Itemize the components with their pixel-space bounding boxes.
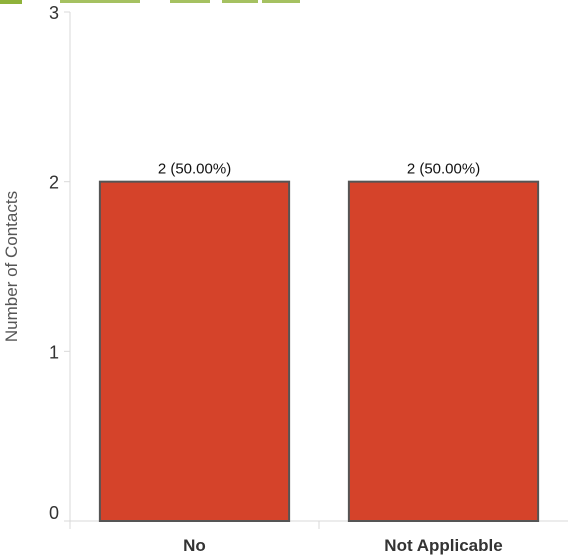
x-category-label: No xyxy=(183,536,206,555)
bar-no[interactable] xyxy=(98,180,291,523)
title-remnant-decoration xyxy=(0,0,300,4)
title-remnant-shape xyxy=(0,0,22,4)
bar-data-label: 2 (50.00%) xyxy=(158,161,231,178)
title-remnant-shape xyxy=(262,0,300,3)
bar-not-applicable[interactable] xyxy=(347,180,540,523)
bar-data-label: 2 (50.00%) xyxy=(407,161,480,178)
y-axis-ticks: 0 1 2 3 xyxy=(49,3,70,523)
y-tick-label: 3 xyxy=(49,3,59,23)
y-tick-label: 2 xyxy=(49,173,59,193)
title-remnant-shape xyxy=(222,0,258,3)
x-category-label: Not Applicable xyxy=(384,536,502,555)
title-remnant-shape xyxy=(60,0,140,3)
x-axis-ticks: No Not Applicable xyxy=(69,521,503,555)
title-remnant-shape xyxy=(170,0,210,3)
data-labels-group: 2 (50.00%) 2 (50.00%) xyxy=(158,161,480,178)
y-tick-label: 1 xyxy=(49,342,59,362)
y-axis-label: Number of Contacts xyxy=(2,191,21,342)
bars-group xyxy=(98,180,540,523)
y-tick-label: 0 xyxy=(49,503,59,523)
